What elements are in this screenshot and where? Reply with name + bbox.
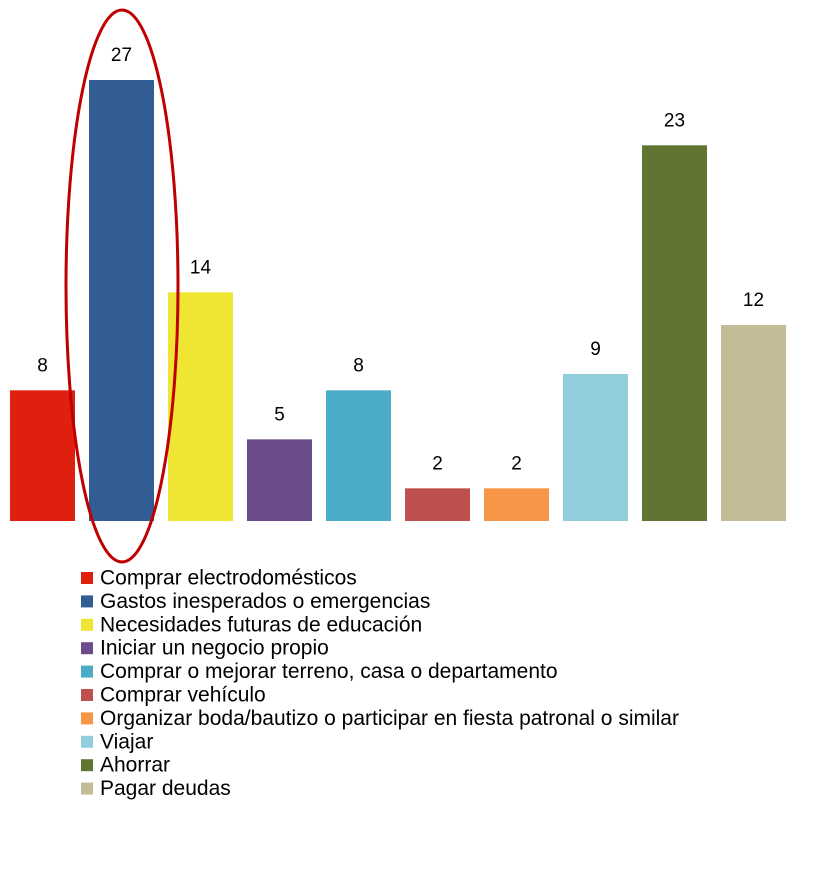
value-label: 8 bbox=[37, 355, 48, 376]
legend-swatch bbox=[81, 618, 93, 631]
value-label: 27 bbox=[111, 45, 132, 66]
bar bbox=[642, 145, 707, 522]
value-label: 2 bbox=[511, 453, 522, 474]
legend-swatch bbox=[81, 665, 93, 678]
legend-swatch bbox=[81, 642, 93, 655]
legend-swatch bbox=[81, 782, 93, 795]
value-label: 8 bbox=[353, 355, 364, 376]
legend-label: Comprar o mejorar terreno, casa o depart… bbox=[100, 660, 558, 683]
bar bbox=[89, 80, 154, 521]
legend-swatch bbox=[81, 712, 93, 725]
legend-swatch bbox=[81, 572, 93, 584]
value-label: 12 bbox=[743, 290, 764, 311]
legend-label: Pagar deudas bbox=[100, 777, 231, 800]
value-label: 23 bbox=[664, 110, 685, 131]
bar bbox=[721, 325, 786, 521]
legend-swatch bbox=[81, 689, 93, 701]
legend-label: Viajar bbox=[100, 730, 153, 753]
legend-swatch bbox=[81, 595, 93, 608]
value-label: 9 bbox=[590, 339, 601, 360]
value-label: 2 bbox=[432, 453, 443, 474]
legend-label: Iniciar un negocio propio bbox=[100, 637, 329, 660]
highlight-ellipse bbox=[64, 8, 180, 564]
bar bbox=[563, 374, 628, 521]
legend-label: Comprar vehículo bbox=[100, 684, 266, 707]
value-label: 5 bbox=[274, 404, 285, 425]
legend-label: Ahorrar bbox=[100, 754, 170, 777]
bar bbox=[326, 390, 391, 521]
legend-label: Gastos inesperados o emergencias bbox=[100, 590, 430, 613]
value-label: 14 bbox=[190, 257, 212, 278]
bar bbox=[247, 439, 312, 521]
legend-label: Comprar electrodomésticos bbox=[100, 567, 357, 590]
legend-swatch bbox=[81, 759, 93, 772]
bar bbox=[405, 488, 470, 521]
bar bbox=[484, 488, 549, 521]
legend-label: Organizar boda/bautizo o participar en f… bbox=[100, 707, 679, 730]
bar bbox=[10, 390, 75, 521]
legend-swatch bbox=[81, 735, 93, 748]
legend-label: Necesidades futuras de educación bbox=[100, 613, 422, 636]
